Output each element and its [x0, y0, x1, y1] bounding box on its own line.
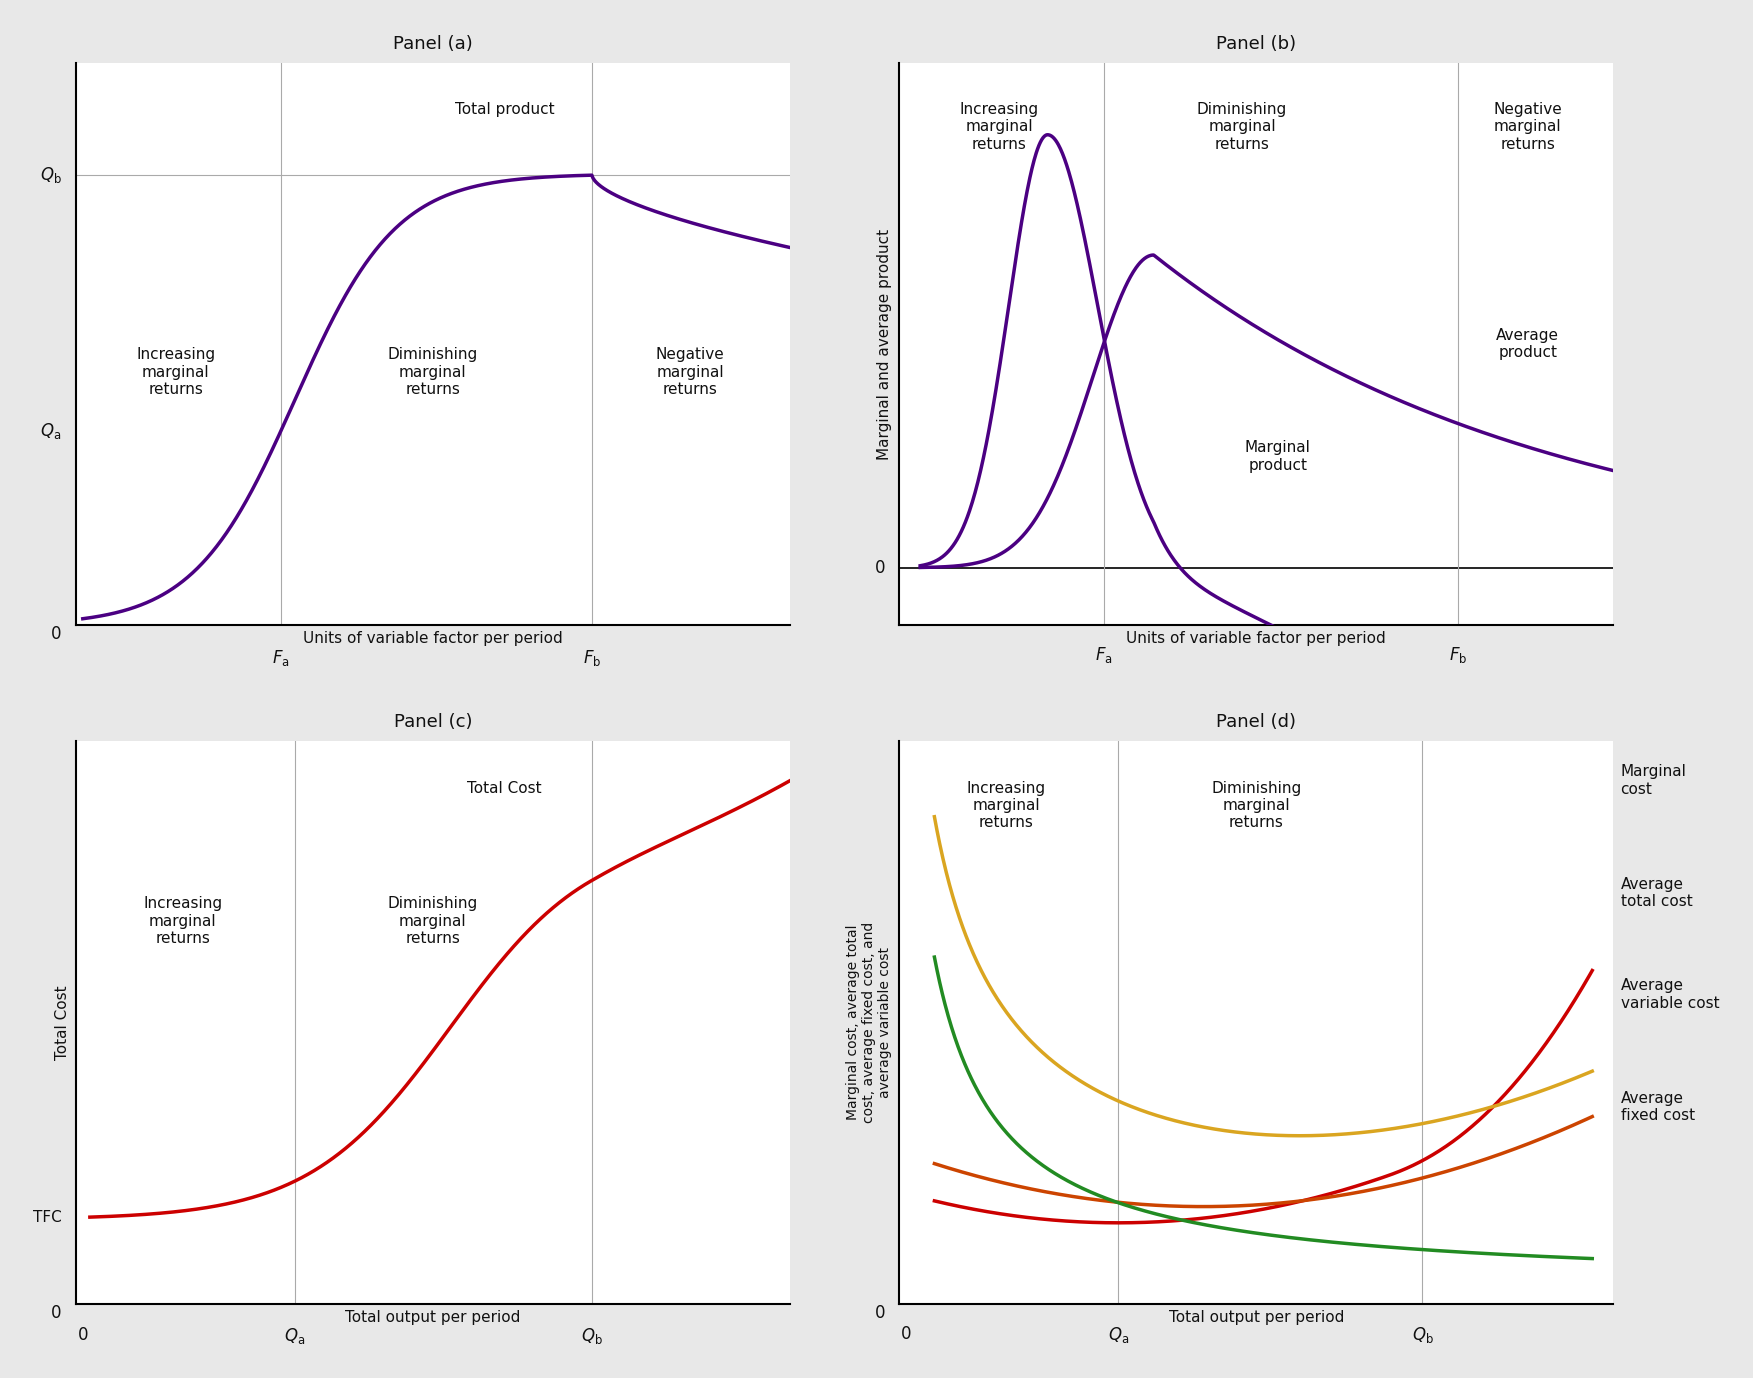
Text: TFC: TFC — [33, 1210, 61, 1225]
Text: Negative
marginal
returns: Negative marginal returns — [656, 347, 724, 397]
Text: Average
product: Average product — [1497, 328, 1558, 360]
Y-axis label: Total Cost: Total Cost — [54, 985, 70, 1060]
Text: 0: 0 — [51, 1304, 61, 1322]
Text: Increasing
marginal
returns: Increasing marginal returns — [137, 347, 216, 397]
Text: 0: 0 — [51, 626, 61, 644]
Text: Increasing
marginal
returns: Increasing marginal returns — [144, 896, 223, 947]
Title: Panel (c): Panel (c) — [394, 714, 472, 732]
Title: Panel (b): Panel (b) — [1217, 34, 1295, 52]
Text: $F_\mathregular{b}$: $F_\mathregular{b}$ — [584, 648, 601, 668]
Text: $F_\mathregular{b}$: $F_\mathregular{b}$ — [1448, 645, 1467, 664]
Text: 0: 0 — [901, 1326, 912, 1344]
Text: $Q_\mathregular{a}$: $Q_\mathregular{a}$ — [40, 422, 61, 441]
Text: 0: 0 — [77, 1327, 88, 1345]
Text: Average
fixed cost: Average fixed cost — [1620, 1091, 1695, 1123]
Y-axis label: Marginal cost, average total
cost, average fixed cost, and
average variable cost: Marginal cost, average total cost, avera… — [845, 922, 892, 1123]
Title: Panel (a): Panel (a) — [393, 34, 473, 52]
Title: Panel (d): Panel (d) — [1217, 714, 1295, 732]
Text: $Q_\mathregular{a}$: $Q_\mathregular{a}$ — [284, 1327, 305, 1346]
X-axis label: Total output per period: Total output per period — [345, 1309, 521, 1324]
Text: Diminishing
marginal
returns: Diminishing marginal returns — [1197, 102, 1287, 152]
Text: $F_\mathregular{a}$: $F_\mathregular{a}$ — [272, 648, 289, 668]
Y-axis label: Marginal and average product: Marginal and average product — [876, 229, 892, 460]
X-axis label: Total output per period: Total output per period — [1169, 1309, 1345, 1324]
Text: Negative
marginal
returns: Negative marginal returns — [1494, 102, 1562, 152]
Text: $Q_\mathregular{b}$: $Q_\mathregular{b}$ — [1411, 1326, 1434, 1345]
X-axis label: Units of variable factor per period: Units of variable factor per period — [303, 631, 563, 646]
Text: Increasing
marginal
returns: Increasing marginal returns — [959, 102, 1038, 152]
Text: Marginal
cost: Marginal cost — [1620, 765, 1686, 796]
Text: Diminishing
marginal
returns: Diminishing marginal returns — [387, 896, 479, 947]
Text: $Q_\mathregular{a}$: $Q_\mathregular{a}$ — [1108, 1326, 1129, 1345]
Text: $Q_\mathregular{b}$: $Q_\mathregular{b}$ — [582, 1327, 603, 1346]
Text: 0: 0 — [875, 1304, 885, 1322]
Text: Diminishing
marginal
returns: Diminishing marginal returns — [1211, 780, 1301, 831]
X-axis label: Units of variable factor per period: Units of variable factor per period — [1127, 631, 1387, 646]
Text: $F_\mathregular{a}$: $F_\mathregular{a}$ — [1096, 645, 1113, 664]
Text: Increasing
marginal
returns: Increasing marginal returns — [966, 780, 1047, 831]
Text: Total Cost: Total Cost — [466, 780, 542, 795]
Text: Average
total cost: Average total cost — [1620, 876, 1692, 909]
Text: Average
variable cost: Average variable cost — [1620, 978, 1720, 1010]
Text: Diminishing
marginal
returns: Diminishing marginal returns — [387, 347, 479, 397]
Text: 0: 0 — [875, 558, 885, 576]
Text: Marginal
product: Marginal product — [1245, 441, 1311, 473]
Text: $Q_\mathregular{b}$: $Q_\mathregular{b}$ — [40, 165, 61, 185]
Text: Total product: Total product — [454, 102, 554, 117]
